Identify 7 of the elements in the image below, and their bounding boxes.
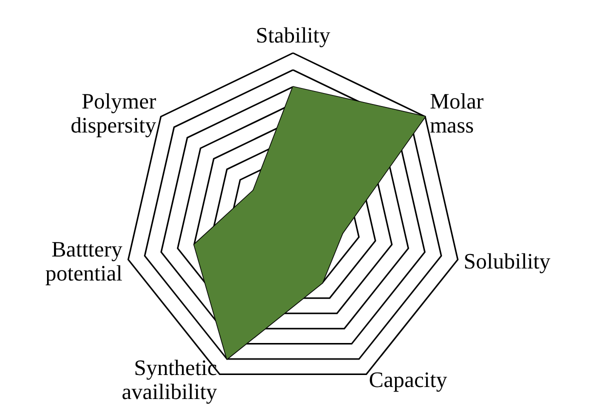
spoke-label: Polymer dispersity (70, 88, 157, 138)
spoke-label: Batttery potential (45, 236, 122, 286)
spoke-label: Capacity (368, 367, 448, 392)
spoke-label: Synthetic availibility (122, 355, 218, 404)
spoke-label: Stability (256, 22, 330, 48)
spoke-label: Solubility (464, 248, 550, 274)
spoke-label: Molar mass (430, 88, 484, 138)
